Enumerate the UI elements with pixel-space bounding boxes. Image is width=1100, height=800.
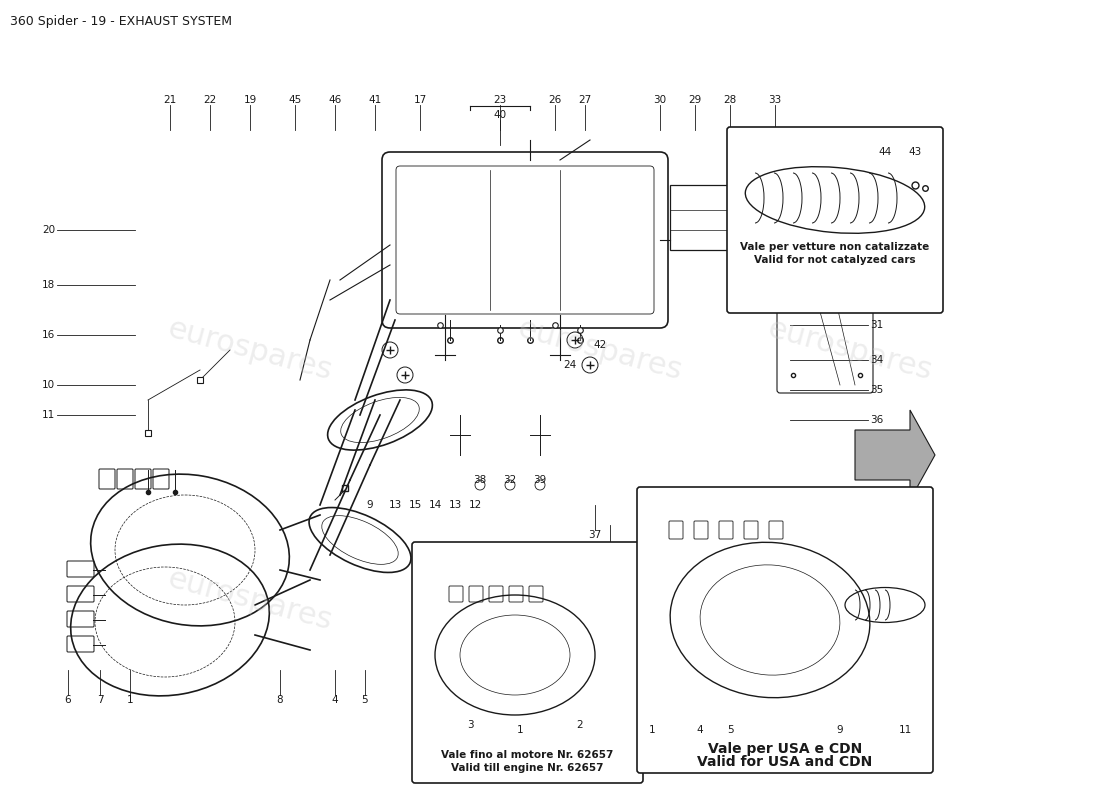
Text: 22: 22 — [204, 95, 217, 105]
Text: 8: 8 — [277, 695, 284, 705]
Polygon shape — [855, 410, 935, 500]
FancyBboxPatch shape — [412, 542, 644, 783]
Text: 13: 13 — [388, 500, 401, 510]
Text: 4: 4 — [332, 695, 339, 705]
Text: 20: 20 — [42, 225, 55, 235]
Text: 15: 15 — [408, 500, 421, 510]
Text: 9: 9 — [837, 725, 844, 735]
Text: 42: 42 — [593, 340, 606, 350]
Text: 32: 32 — [504, 475, 517, 485]
Text: eurospares: eurospares — [764, 314, 935, 386]
Text: 41: 41 — [368, 95, 382, 105]
Text: 5: 5 — [727, 725, 734, 735]
Text: 12: 12 — [469, 500, 482, 510]
Text: 18: 18 — [42, 280, 55, 290]
Text: 4: 4 — [696, 725, 703, 735]
FancyBboxPatch shape — [637, 487, 933, 773]
Text: 29: 29 — [689, 95, 702, 105]
FancyBboxPatch shape — [727, 127, 943, 313]
Text: Vale fino al motore Nr. 62657: Vale fino al motore Nr. 62657 — [441, 750, 614, 760]
Text: 1: 1 — [649, 725, 656, 735]
Text: 38: 38 — [473, 475, 486, 485]
Text: 21: 21 — [164, 95, 177, 105]
Text: 36: 36 — [870, 415, 883, 425]
Text: 1: 1 — [517, 725, 524, 735]
Text: 14: 14 — [428, 500, 441, 510]
Text: eurospares: eurospares — [165, 314, 336, 386]
Text: 5: 5 — [362, 695, 369, 705]
Text: 10: 10 — [42, 380, 55, 390]
Text: 31: 31 — [870, 320, 883, 330]
Text: 40: 40 — [494, 110, 507, 120]
Text: 11: 11 — [899, 725, 912, 735]
Text: 19: 19 — [243, 95, 256, 105]
Text: Vale per USA e CDN: Vale per USA e CDN — [708, 742, 862, 756]
Text: 3: 3 — [466, 720, 473, 730]
Text: 2: 2 — [576, 720, 583, 730]
Text: 13: 13 — [449, 500, 462, 510]
Text: Vale per vetture non catalizzate: Vale per vetture non catalizzate — [740, 242, 930, 252]
Text: Valid for USA and CDN: Valid for USA and CDN — [697, 755, 872, 769]
Text: 45: 45 — [288, 95, 301, 105]
Text: 44: 44 — [879, 147, 892, 157]
Text: 35: 35 — [870, 385, 883, 395]
Text: eurospares: eurospares — [515, 564, 685, 636]
Text: 1: 1 — [126, 695, 133, 705]
Text: eurospares: eurospares — [764, 564, 935, 636]
Text: 23: 23 — [494, 95, 507, 105]
Text: 25: 25 — [604, 550, 617, 560]
Text: 6: 6 — [65, 695, 72, 705]
Text: 30: 30 — [653, 95, 667, 105]
Text: 34: 34 — [870, 355, 883, 365]
Text: 11: 11 — [42, 410, 55, 420]
Text: 26: 26 — [549, 95, 562, 105]
Text: eurospares: eurospares — [165, 564, 336, 636]
Text: 43: 43 — [909, 147, 922, 157]
Text: 46: 46 — [329, 95, 342, 105]
Text: 7: 7 — [97, 695, 103, 705]
Text: 37: 37 — [588, 530, 602, 540]
Text: 360 Spider - 19 - EXHAUST SYSTEM: 360 Spider - 19 - EXHAUST SYSTEM — [10, 15, 232, 28]
Text: Valid for not catalyzed cars: Valid for not catalyzed cars — [755, 255, 916, 265]
Text: 9: 9 — [366, 500, 373, 510]
Text: eurospares: eurospares — [515, 314, 685, 386]
Text: 39: 39 — [534, 475, 547, 485]
Text: 27: 27 — [579, 95, 592, 105]
Text: 16: 16 — [42, 330, 55, 340]
Bar — [670, 185, 770, 250]
Text: 24: 24 — [563, 360, 576, 370]
Text: 17: 17 — [414, 95, 427, 105]
Text: 33: 33 — [769, 95, 782, 105]
Text: 28: 28 — [724, 95, 737, 105]
Text: Valid till engine Nr. 62657: Valid till engine Nr. 62657 — [451, 763, 604, 773]
